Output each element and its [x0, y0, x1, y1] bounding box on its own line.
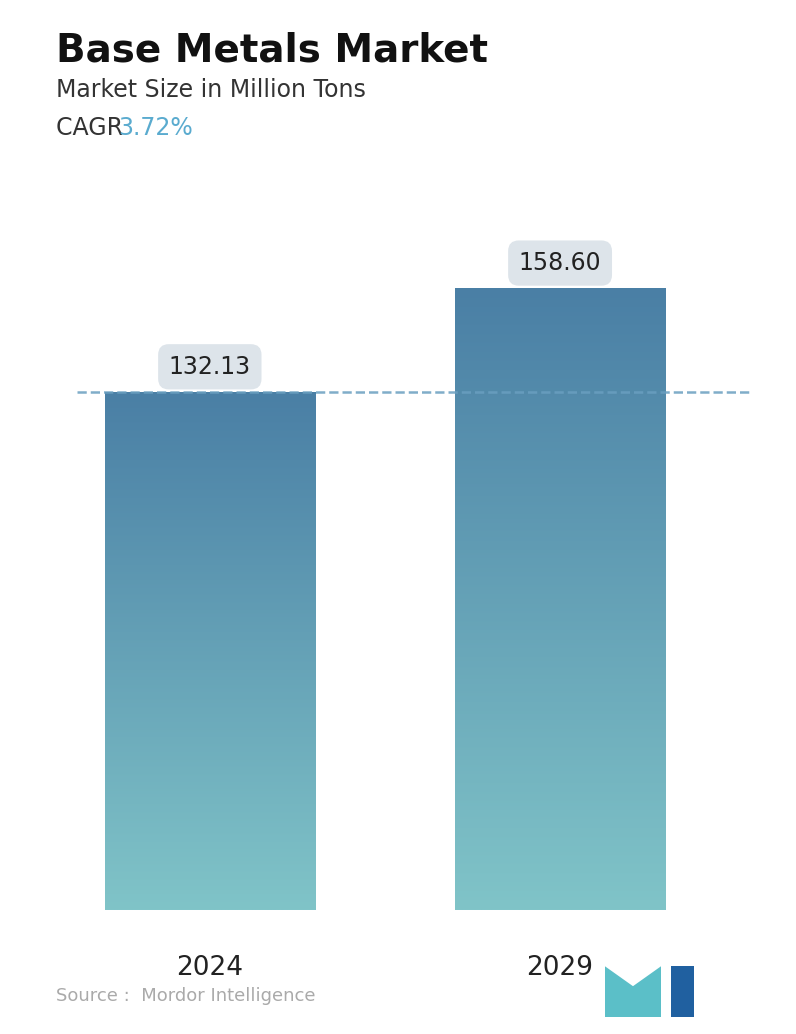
- Text: Market Size in Million Tons: Market Size in Million Tons: [56, 78, 365, 101]
- Text: 132.13: 132.13: [169, 355, 251, 378]
- Polygon shape: [671, 966, 694, 1017]
- Text: 2024: 2024: [177, 954, 244, 980]
- Text: 158.60: 158.60: [519, 251, 602, 275]
- Text: CAGR: CAGR: [56, 116, 131, 140]
- Polygon shape: [605, 966, 661, 1017]
- Text: Base Metals Market: Base Metals Market: [56, 31, 488, 69]
- Text: Source :  Mordor Intelligence: Source : Mordor Intelligence: [56, 987, 315, 1005]
- Text: 3.72%: 3.72%: [118, 116, 193, 140]
- Text: 2029: 2029: [527, 954, 594, 980]
